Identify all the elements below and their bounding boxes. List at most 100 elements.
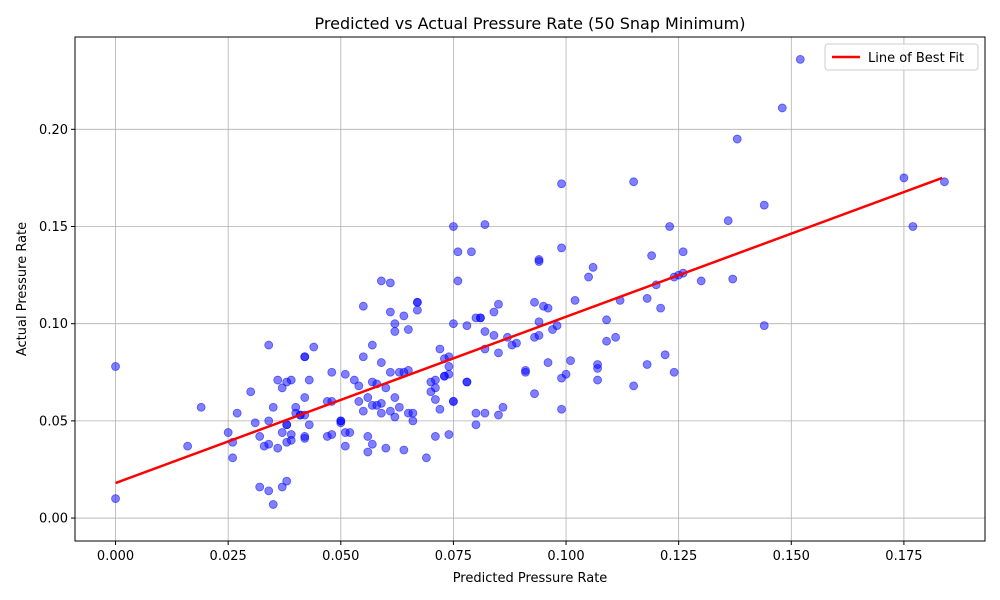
scatter-point xyxy=(390,327,400,336)
scatter-point xyxy=(345,428,355,437)
scatter-point xyxy=(642,294,652,303)
scatter-point xyxy=(277,383,287,393)
scatter-point xyxy=(494,348,503,358)
scatter-point xyxy=(304,420,314,430)
scatter-point xyxy=(327,430,337,439)
scatter-point xyxy=(521,367,530,377)
scatter-point xyxy=(268,402,278,412)
scatter-point xyxy=(408,416,418,426)
scatter-point xyxy=(232,408,242,418)
x-tick-label: 0.075 xyxy=(435,549,472,564)
scatter-point xyxy=(449,397,458,406)
scatter-point xyxy=(340,441,350,451)
x-tick-label: 0.150 xyxy=(773,549,810,564)
scatter-point xyxy=(611,332,620,342)
scatter-point xyxy=(399,311,409,321)
grid-lines xyxy=(75,37,985,541)
scatter-point xyxy=(309,342,319,352)
scatter-point xyxy=(277,482,287,492)
scatter-point xyxy=(899,173,909,183)
scatter-point xyxy=(602,336,611,346)
scatter-point xyxy=(593,375,602,385)
scatter-point xyxy=(570,295,580,305)
scatter-point xyxy=(480,408,490,418)
scatter-point xyxy=(111,494,120,504)
plot-frame xyxy=(74,36,986,542)
scatter-point xyxy=(602,315,611,325)
scatter-point xyxy=(268,500,278,509)
scatter-point xyxy=(435,344,445,354)
scatter-point xyxy=(543,358,553,367)
scatter-point xyxy=(390,319,400,329)
scatter-point xyxy=(629,381,639,391)
scatter-point xyxy=(777,103,787,113)
scatter-point xyxy=(277,428,287,437)
scatter-point xyxy=(376,398,386,408)
scatter-point xyxy=(196,402,206,412)
scatter-point xyxy=(300,433,310,443)
scatter-point xyxy=(408,408,418,418)
scatter-point xyxy=(593,360,602,369)
scatter-point xyxy=(588,262,598,272)
scatter-point xyxy=(512,338,521,348)
scatter-point xyxy=(286,435,296,445)
scatter-point xyxy=(273,443,283,453)
scatter-point xyxy=(354,397,364,406)
scatter-point xyxy=(449,222,458,231)
scatter-point xyxy=(489,307,499,317)
scatter-point xyxy=(421,453,431,463)
scatter-point xyxy=(444,430,454,439)
scatter-point xyxy=(358,301,368,311)
scatter-point xyxy=(264,439,274,449)
x-tick-label: 0.025 xyxy=(210,549,247,564)
scatter-point xyxy=(795,54,805,64)
scatter-point xyxy=(264,416,274,426)
scatter-point xyxy=(557,243,566,253)
scatter-point xyxy=(363,393,373,402)
scatter-point xyxy=(385,406,395,416)
scatter-point xyxy=(494,410,503,420)
scatter-point xyxy=(543,303,553,313)
scatter-point xyxy=(412,305,422,315)
scatter-point xyxy=(552,321,562,331)
x-tick-label: 0.175 xyxy=(885,549,922,564)
scatter-point xyxy=(629,177,639,187)
scatter-point xyxy=(449,319,458,329)
scatter-point xyxy=(430,383,440,393)
scatter-point xyxy=(349,375,359,385)
scatter-point xyxy=(358,406,368,416)
scatter-point xyxy=(300,352,310,362)
x-tick-label: 0.000 xyxy=(97,549,134,564)
scatter-point xyxy=(430,432,440,441)
scatter-point xyxy=(390,393,400,402)
y-axis-label: Actual Pressure Rate xyxy=(15,222,30,356)
scatter-point xyxy=(183,441,193,451)
scatter-point xyxy=(399,445,409,455)
scatter-point xyxy=(385,278,395,288)
scatter-point xyxy=(363,432,373,441)
scatter-point xyxy=(534,257,544,266)
scatter-point xyxy=(462,377,472,387)
scatter-point xyxy=(561,369,571,379)
scatter-point xyxy=(530,389,539,399)
scatter-point xyxy=(367,340,377,350)
scatter-point xyxy=(300,393,310,402)
scatter-point xyxy=(678,247,688,257)
scatter-point xyxy=(453,247,463,257)
scatter-point xyxy=(647,251,657,261)
scatter-point xyxy=(498,402,508,412)
scatter-point xyxy=(435,404,445,414)
scatter-point xyxy=(642,360,652,369)
scatter-point xyxy=(390,412,400,422)
scatter-point xyxy=(354,381,364,391)
scatter-point xyxy=(669,367,679,377)
scatter-point xyxy=(246,387,256,397)
y-tick-label: 0.15 xyxy=(39,220,68,235)
scatter-point xyxy=(228,453,238,463)
scatter-point xyxy=(908,222,918,231)
scatter-point xyxy=(530,297,539,307)
scatter-point xyxy=(444,369,454,379)
scatter-point xyxy=(255,482,265,492)
scatter-point xyxy=(480,220,490,229)
